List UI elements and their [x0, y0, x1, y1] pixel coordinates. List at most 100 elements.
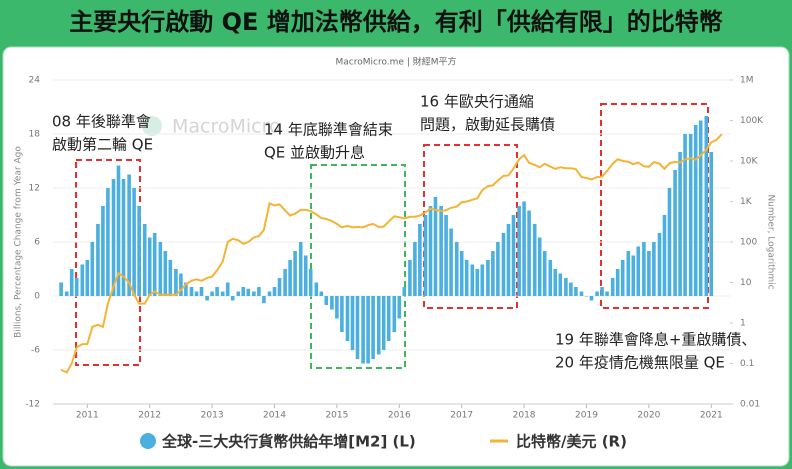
bar	[615, 269, 620, 296]
y2-tick-label: 1M	[740, 76, 754, 86]
bar	[449, 228, 453, 296]
bar	[386, 296, 391, 341]
subtitle: MacroMicro.me | 財經M平方	[336, 56, 457, 68]
bar	[673, 170, 677, 296]
bar	[558, 273, 563, 296]
bar	[303, 255, 308, 296]
y2-tick-label: 100	[740, 238, 757, 248]
bar	[589, 296, 594, 301]
bar	[127, 174, 131, 296]
bar	[96, 224, 100, 296]
bar	[241, 287, 246, 296]
bar	[381, 296, 386, 350]
x-tick-label: 2011	[76, 411, 99, 421]
y-tick-label: 0	[34, 292, 40, 302]
bar	[345, 296, 350, 341]
x-tick-label: 2013	[201, 411, 224, 421]
bar	[69, 269, 74, 296]
highlight-box	[75, 159, 141, 366]
bar	[475, 269, 480, 296]
bar	[491, 251, 495, 296]
bar	[553, 269, 558, 296]
bar	[620, 260, 625, 296]
bar	[277, 278, 282, 296]
bar	[174, 269, 178, 296]
bar	[709, 152, 714, 296]
bar	[272, 287, 277, 296]
bar	[106, 188, 110, 296]
bar	[667, 188, 672, 296]
watermark: MacroMicro	[172, 116, 281, 138]
y-tick-label: 12	[29, 184, 40, 194]
annotation: 16 年歐央行通縮	[420, 93, 534, 111]
watermark-logo	[142, 116, 162, 136]
bar	[236, 291, 241, 296]
annotation: 14 年底聯準會結束	[264, 121, 393, 139]
bar	[158, 242, 163, 296]
bar	[605, 291, 609, 296]
bar	[163, 251, 168, 296]
bar	[283, 269, 287, 296]
y2-tick-label: 100K	[740, 116, 764, 126]
bar	[179, 273, 183, 296]
bar	[527, 210, 531, 296]
bar	[220, 291, 225, 296]
bar	[152, 233, 157, 296]
bar	[137, 206, 141, 296]
bar	[371, 296, 375, 359]
legend-swatch	[140, 433, 156, 449]
bar	[506, 224, 511, 296]
x-tick-label: 2020	[637, 411, 660, 421]
bar	[64, 291, 69, 296]
bar	[532, 224, 537, 296]
y2-tick-label: 10	[740, 278, 752, 288]
bar	[642, 242, 646, 296]
bar	[355, 296, 360, 359]
bar	[600, 287, 604, 296]
bar	[428, 206, 433, 296]
annotation: 20 年疫情危機無限量 QE	[555, 354, 725, 372]
bar	[647, 251, 651, 296]
bar	[454, 242, 459, 296]
bar	[168, 260, 173, 296]
bar	[413, 242, 417, 296]
chart-title: 主要央行啟動 QE 增加法幣供給，有利「供給有限」的比特幣	[69, 8, 723, 36]
bar	[257, 287, 261, 296]
bar	[698, 120, 703, 296]
x-tick-label: 2018	[513, 411, 536, 421]
highlight-box	[600, 103, 709, 309]
bar	[402, 287, 407, 296]
x-tick-label: 2015	[325, 411, 348, 421]
bar	[147, 237, 152, 296]
bar	[142, 224, 147, 296]
bar	[392, 296, 397, 332]
bar	[116, 165, 121, 296]
bar	[189, 287, 194, 296]
bar	[444, 215, 448, 296]
bar	[298, 242, 303, 296]
bar	[74, 278, 79, 296]
bar	[184, 282, 188, 296]
annotation: 08 年後聯準會	[52, 113, 151, 131]
line	[60, 133, 723, 374]
bar	[574, 287, 578, 296]
y2-axis-label: Number, Logarithmic	[766, 194, 776, 289]
bar	[464, 260, 469, 296]
bar	[683, 134, 687, 296]
bar	[631, 255, 636, 296]
bar	[610, 278, 615, 296]
bar	[704, 116, 709, 296]
bar	[350, 296, 355, 350]
annotation: 問題，啟動延長購債	[420, 116, 555, 134]
x-tick-label: 2019	[575, 411, 598, 421]
bar	[569, 282, 573, 296]
bar	[678, 152, 682, 296]
annotation: 19 年聯準會降息+重啟購債、	[555, 331, 756, 349]
bar	[199, 287, 204, 296]
bar	[433, 197, 438, 296]
bar	[537, 237, 542, 296]
bar	[397, 296, 402, 319]
bar	[376, 296, 381, 355]
y-axis-label: Billions, Percentage Change from Year Ag…	[14, 146, 24, 338]
highlight-box	[310, 164, 406, 369]
